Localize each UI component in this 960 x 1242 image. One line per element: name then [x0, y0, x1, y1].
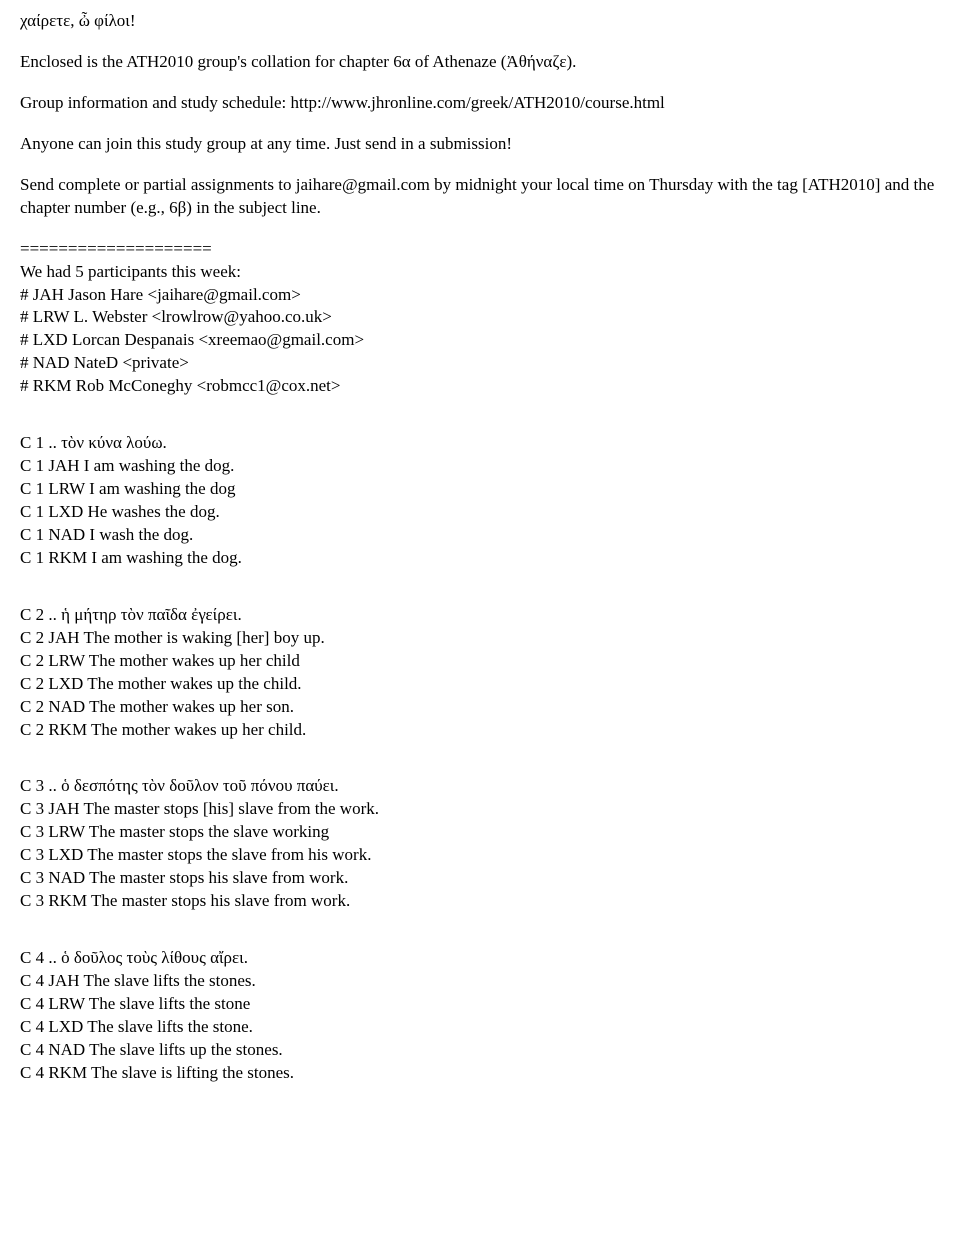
exercise-answer: C 2 JAH The mother is waking [her] boy u…	[20, 627, 940, 650]
participants-block: ==================== We had 5 participan…	[20, 238, 940, 399]
intro-text-4: Send complete or partial assignments to …	[20, 174, 940, 220]
participant-row: # JAH Jason Hare <jaihare@gmail.com>	[20, 284, 940, 307]
participant-row: # LRW L. Webster <lrowlrow@yahoo.co.uk>	[20, 306, 940, 329]
exercise-prompt: C 4 .. ὁ δοῦλος τοὺς λίθους αἴρει.	[20, 947, 940, 970]
exercise-c2: C 2 .. ἡ μήτηρ τὸν παῖδα ἐγείρει. C 2 JA…	[20, 604, 940, 742]
exercise-answer: C 3 LXD The master stops the slave from …	[20, 844, 940, 867]
exercise-answer: C 2 LRW The mother wakes up her child	[20, 650, 940, 673]
exercise-answer: C 1 JAH I am washing the dog.	[20, 455, 940, 478]
exercise-answer: C 2 RKM The mother wakes up her child.	[20, 719, 940, 742]
intro-text-2: Group information and study schedule: ht…	[20, 92, 940, 115]
exercise-answer: C 1 LXD He washes the dog.	[20, 501, 940, 524]
participant-row: # NAD NateD <private>	[20, 352, 940, 375]
exercise-answer: C 4 LRW The slave lifts the stone	[20, 993, 940, 1016]
exercise-prompt: C 3 .. ὁ δεσπότης τὸν δοῦλον τοῦ πόνου π…	[20, 775, 940, 798]
intro-text-1: Enclosed is the ATH2010 group's collatio…	[20, 51, 940, 74]
participant-row: # LXD Lorcan Despanais <xreemao@gmail.co…	[20, 329, 940, 352]
participant-row: # RKM Rob McConeghy <robmcc1@cox.net>	[20, 375, 940, 398]
exercise-answer: C 3 NAD The master stops his slave from …	[20, 867, 940, 890]
exercise-answer: C 4 LXD The slave lifts the stone.	[20, 1016, 940, 1039]
intro-text-3: Anyone can join this study group at any …	[20, 133, 940, 156]
exercise-answer: C 1 NAD I wash the dog.	[20, 524, 940, 547]
exercise-answer: C 2 LXD The mother wakes up the child.	[20, 673, 940, 696]
participants-header: We had 5 participants this week:	[20, 261, 940, 284]
exercise-answer: C 3 JAH The master stops [his] slave fro…	[20, 798, 940, 821]
exercise-c3: C 3 .. ὁ δεσπότης τὸν δοῦλον τοῦ πόνου π…	[20, 775, 940, 913]
exercise-answer: C 4 NAD The slave lifts up the stones.	[20, 1039, 940, 1062]
exercise-answer: C 4 JAH The slave lifts the stones.	[20, 970, 940, 993]
exercise-answer: C 4 RKM The slave is lifting the stones.	[20, 1062, 940, 1085]
divider-line: ====================	[20, 238, 940, 261]
exercise-answer: C 1 RKM I am washing the dog.	[20, 547, 940, 570]
exercise-c4: C 4 .. ὁ δοῦλος τοὺς λίθους αἴρει. C 4 J…	[20, 947, 940, 1085]
greeting-text: χαίρετε, ὦ φίλοι!	[20, 10, 940, 33]
exercise-c1: C 1 .. τὸν κύνα λούω. C 1 JAH I am washi…	[20, 432, 940, 570]
exercise-answer: C 1 LRW I am washing the dog	[20, 478, 940, 501]
exercise-prompt: C 1 .. τὸν κύνα λούω.	[20, 432, 940, 455]
exercise-answer: C 3 LRW The master stops the slave worki…	[20, 821, 940, 844]
exercise-answer: C 3 RKM The master stops his slave from …	[20, 890, 940, 913]
exercise-answer: C 2 NAD The mother wakes up her son.	[20, 696, 940, 719]
exercise-prompt: C 2 .. ἡ μήτηρ τὸν παῖδα ἐγείρει.	[20, 604, 940, 627]
